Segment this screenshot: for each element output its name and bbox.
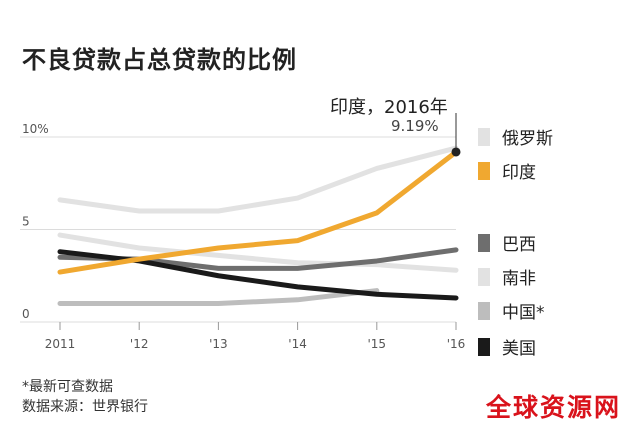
y-tick-label: 0 xyxy=(22,307,30,321)
series-line-e2e2e2 xyxy=(57,145,459,214)
watermark-logo: 全球资源网 xyxy=(486,393,622,422)
legend-swatch-brazil xyxy=(478,233,490,252)
x-tick-label: '13 xyxy=(209,337,228,351)
y-tick-label: 5 xyxy=(22,215,30,229)
x-tick-label: '12 xyxy=(130,337,149,351)
legend-swatch-russia xyxy=(478,127,490,146)
legend-swatch-south-africa xyxy=(478,267,490,286)
footnote-note: *最新可查数据 xyxy=(22,379,113,395)
legend-label-china: 中国* xyxy=(502,303,545,323)
chart-title: 不良贷款占总贷款的比例 xyxy=(22,46,297,74)
footnote: *最新可查数据 数据来源：世界银行 xyxy=(22,377,148,417)
legend-label-russia: 俄罗斯 xyxy=(502,129,553,149)
footnote-source: 数据来源：世界银行 xyxy=(22,399,148,415)
annotation-label: 印度，2016年 xyxy=(330,97,448,118)
x-tick-label: 2011 xyxy=(45,337,76,351)
legend-label-brazil: 巴西 xyxy=(502,235,536,255)
legend-swatch-india xyxy=(478,161,490,180)
legend-item-india: 印度 xyxy=(478,158,536,183)
legend-item-south-africa: 南非 xyxy=(478,264,536,289)
series-line-e2e2e2 xyxy=(57,232,459,273)
legend-swatch-us xyxy=(478,337,490,356)
legend-item-russia: 俄罗斯 xyxy=(478,124,553,149)
legend-label-india: 印度 xyxy=(502,163,536,183)
annotation-value: 9.19% xyxy=(391,117,439,135)
legend-label-us: 美国 xyxy=(502,339,536,359)
x-tick-label: '16 xyxy=(447,337,466,351)
legend-label-south-africa: 南非 xyxy=(502,269,536,289)
series-line-f0a830 xyxy=(57,149,459,275)
x-tick-label: '14 xyxy=(288,337,307,351)
legend-swatch-china xyxy=(478,301,490,320)
legend: 俄罗斯 印度 巴西 南非 中国* 美国 xyxy=(478,0,638,425)
legend-item-brazil: 巴西 xyxy=(478,230,536,255)
highlight-point xyxy=(451,147,461,157)
y-tick-label: 10% xyxy=(22,122,49,136)
legend-item-china: 中国* xyxy=(478,298,545,323)
series-line-bdbdbd xyxy=(57,288,380,306)
x-tick-label: '15 xyxy=(368,337,387,351)
legend-item-us: 美国 xyxy=(478,334,536,359)
